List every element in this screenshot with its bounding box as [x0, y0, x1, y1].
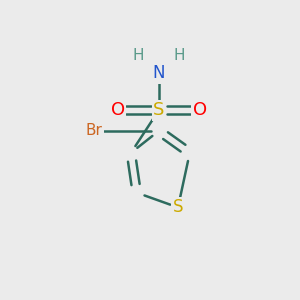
Text: O: O	[110, 101, 125, 119]
Text: H: H	[133, 48, 144, 63]
Text: O: O	[193, 101, 207, 119]
Text: Br: Br	[85, 123, 103, 138]
Text: S: S	[153, 101, 164, 119]
Text: S: S	[173, 198, 183, 216]
Text: H: H	[174, 48, 185, 63]
Text: N: N	[153, 64, 165, 82]
